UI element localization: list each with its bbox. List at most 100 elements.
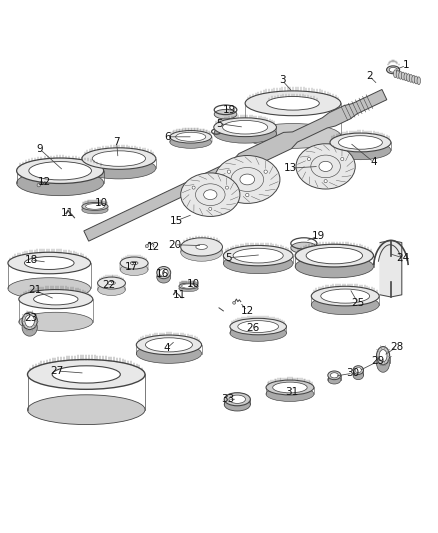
Ellipse shape bbox=[34, 293, 78, 305]
Text: 10: 10 bbox=[95, 198, 108, 208]
Ellipse shape bbox=[245, 91, 341, 116]
Polygon shape bbox=[380, 240, 402, 297]
Ellipse shape bbox=[240, 174, 254, 185]
Circle shape bbox=[233, 301, 236, 304]
Text: 13: 13 bbox=[284, 163, 297, 173]
Ellipse shape bbox=[311, 286, 379, 306]
Text: 11: 11 bbox=[172, 290, 186, 300]
Ellipse shape bbox=[355, 367, 361, 373]
Circle shape bbox=[341, 157, 344, 160]
Ellipse shape bbox=[328, 371, 341, 379]
Text: 28: 28 bbox=[390, 342, 403, 352]
Text: 22: 22 bbox=[102, 280, 116, 290]
Text: 5: 5 bbox=[216, 119, 223, 129]
Ellipse shape bbox=[19, 289, 93, 309]
Ellipse shape bbox=[306, 247, 363, 264]
Text: 19: 19 bbox=[311, 231, 325, 241]
Ellipse shape bbox=[157, 271, 171, 283]
Ellipse shape bbox=[417, 77, 420, 85]
Circle shape bbox=[209, 207, 212, 211]
Ellipse shape bbox=[401, 72, 405, 80]
Ellipse shape bbox=[387, 66, 399, 74]
Ellipse shape bbox=[22, 312, 37, 329]
Text: 12: 12 bbox=[240, 306, 254, 316]
Ellipse shape bbox=[223, 245, 293, 266]
Text: 24: 24 bbox=[396, 253, 409, 263]
Text: 26: 26 bbox=[246, 324, 260, 333]
Ellipse shape bbox=[328, 375, 341, 384]
Ellipse shape bbox=[295, 244, 374, 267]
Ellipse shape bbox=[311, 295, 379, 314]
Circle shape bbox=[264, 170, 267, 173]
Text: 4: 4 bbox=[370, 157, 377, 167]
Ellipse shape bbox=[353, 366, 364, 375]
Ellipse shape bbox=[29, 161, 92, 180]
Ellipse shape bbox=[377, 354, 390, 372]
Ellipse shape bbox=[179, 286, 198, 292]
Text: 19: 19 bbox=[223, 105, 236, 115]
Text: 23: 23 bbox=[25, 313, 38, 323]
Text: 16: 16 bbox=[156, 269, 169, 279]
Circle shape bbox=[145, 245, 148, 248]
Text: 15: 15 bbox=[170, 216, 183, 226]
Ellipse shape bbox=[204, 190, 217, 199]
Ellipse shape bbox=[92, 151, 145, 166]
Ellipse shape bbox=[28, 360, 145, 389]
Ellipse shape bbox=[238, 321, 279, 333]
Ellipse shape bbox=[389, 67, 397, 72]
Text: 12: 12 bbox=[147, 242, 160, 252]
Circle shape bbox=[246, 193, 249, 197]
Ellipse shape bbox=[379, 350, 387, 362]
Ellipse shape bbox=[273, 382, 307, 393]
Text: 1: 1 bbox=[403, 60, 410, 70]
Text: 2: 2 bbox=[366, 71, 372, 81]
Ellipse shape bbox=[330, 133, 391, 152]
Ellipse shape bbox=[404, 73, 407, 80]
Ellipse shape bbox=[170, 131, 212, 143]
Ellipse shape bbox=[82, 203, 108, 211]
Ellipse shape bbox=[98, 277, 125, 289]
Ellipse shape bbox=[223, 120, 268, 134]
Ellipse shape bbox=[296, 144, 355, 189]
Ellipse shape bbox=[181, 238, 223, 256]
Ellipse shape bbox=[353, 371, 364, 379]
Text: 31: 31 bbox=[286, 387, 299, 397]
Ellipse shape bbox=[291, 242, 317, 254]
Ellipse shape bbox=[170, 136, 212, 148]
Ellipse shape bbox=[412, 75, 415, 83]
Text: 3: 3 bbox=[279, 75, 286, 85]
Ellipse shape bbox=[28, 395, 145, 425]
Text: 6: 6 bbox=[164, 132, 171, 142]
Ellipse shape bbox=[120, 263, 148, 276]
Ellipse shape bbox=[108, 281, 115, 285]
Ellipse shape bbox=[179, 283, 198, 289]
Ellipse shape bbox=[245, 124, 341, 148]
Ellipse shape bbox=[8, 278, 91, 299]
Ellipse shape bbox=[377, 346, 390, 365]
Ellipse shape bbox=[399, 71, 402, 79]
Ellipse shape bbox=[98, 284, 125, 296]
Ellipse shape bbox=[330, 373, 338, 378]
Text: 21: 21 bbox=[29, 286, 42, 295]
Ellipse shape bbox=[25, 256, 74, 270]
Ellipse shape bbox=[157, 266, 171, 279]
Ellipse shape bbox=[8, 252, 91, 274]
Ellipse shape bbox=[330, 141, 391, 160]
Ellipse shape bbox=[145, 338, 192, 352]
Text: 30: 30 bbox=[346, 368, 360, 378]
Ellipse shape bbox=[321, 289, 370, 303]
Ellipse shape bbox=[230, 325, 286, 341]
Ellipse shape bbox=[339, 136, 382, 149]
Text: 33: 33 bbox=[221, 394, 234, 404]
Ellipse shape bbox=[223, 253, 293, 273]
Text: 5: 5 bbox=[225, 253, 232, 263]
Ellipse shape bbox=[22, 319, 37, 336]
Circle shape bbox=[324, 180, 327, 183]
Ellipse shape bbox=[82, 206, 108, 214]
Ellipse shape bbox=[393, 70, 397, 78]
Polygon shape bbox=[84, 90, 387, 241]
Ellipse shape bbox=[19, 312, 93, 332]
Ellipse shape bbox=[224, 393, 251, 406]
Ellipse shape bbox=[52, 366, 120, 383]
Ellipse shape bbox=[136, 335, 201, 354]
